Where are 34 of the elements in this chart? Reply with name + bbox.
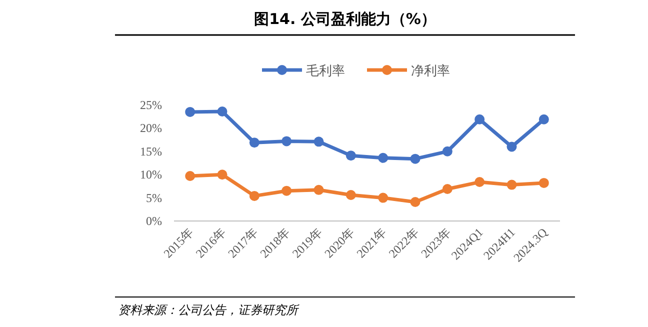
point: [538, 178, 549, 188]
legend-label: 净利率: [411, 63, 450, 79]
point: [282, 136, 292, 146]
y-tick-label: 5%: [146, 190, 162, 205]
legend-label: 毛利率: [306, 63, 345, 79]
point: [474, 177, 485, 188]
point: [346, 150, 356, 161]
point: [410, 154, 420, 164]
chart-title: 图14. 公司盈利能力（%）: [254, 10, 436, 28]
point: [282, 186, 292, 196]
point: [185, 106, 196, 117]
point: [249, 190, 260, 201]
y-tick-label: 15%: [140, 144, 162, 158]
point: [314, 136, 324, 147]
point: [506, 180, 517, 190]
y-tick-label: 0%: [146, 214, 162, 228]
point: [506, 142, 517, 152]
point: [249, 138, 260, 148]
point: [442, 184, 452, 194]
y-tick-label: 25%: [140, 98, 162, 112]
text: 资料来源：公司公告，证券研究所: [118, 303, 300, 317]
point: [346, 190, 356, 200]
point: [442, 146, 452, 156]
point: [378, 152, 388, 163]
y-tick-label: 10%: [140, 168, 162, 182]
point: [474, 114, 485, 124]
point: [217, 106, 228, 116]
y-tick-label: 20%: [140, 121, 162, 136]
point: [378, 192, 388, 203]
point: [410, 196, 420, 207]
point: [217, 170, 228, 180]
point: [185, 170, 196, 181]
point: [314, 184, 324, 195]
point: [538, 114, 549, 124]
